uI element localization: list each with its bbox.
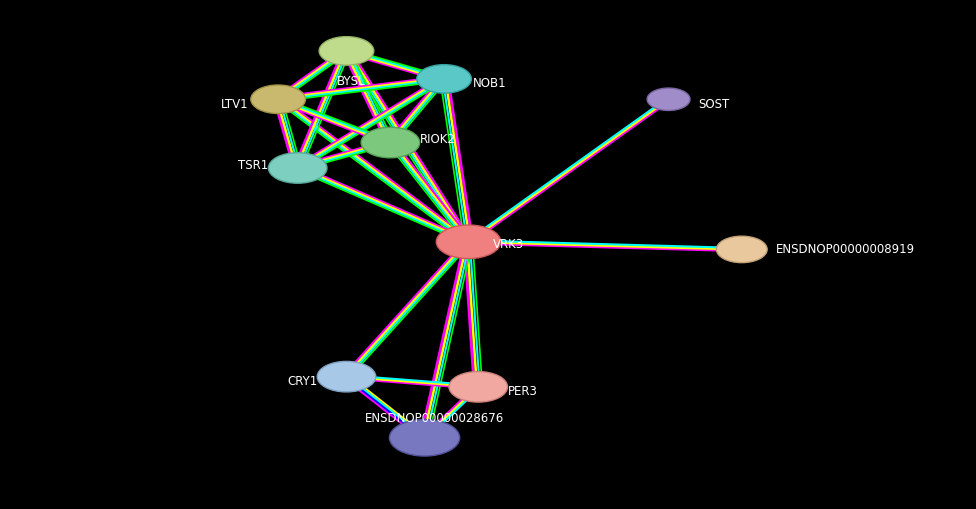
Circle shape	[251, 85, 305, 114]
Circle shape	[389, 419, 460, 456]
Text: CRY1: CRY1	[287, 375, 317, 388]
Text: BYSL: BYSL	[337, 75, 366, 89]
Text: SOST: SOST	[698, 98, 729, 111]
Text: VRK3: VRK3	[493, 238, 524, 251]
Circle shape	[449, 372, 508, 402]
Text: TSR1: TSR1	[238, 159, 268, 172]
Circle shape	[716, 236, 767, 263]
Text: NOB1: NOB1	[473, 77, 507, 91]
Circle shape	[647, 88, 690, 110]
Circle shape	[317, 361, 376, 392]
Circle shape	[417, 65, 471, 93]
Text: ENSDNOP00000008919: ENSDNOP00000008919	[776, 243, 915, 256]
Text: RIOK2: RIOK2	[420, 133, 456, 147]
Text: LTV1: LTV1	[222, 98, 249, 111]
Text: ENSDNOP00000028676: ENSDNOP00000028676	[365, 412, 504, 426]
Text: PER3: PER3	[508, 385, 538, 399]
Circle shape	[319, 37, 374, 65]
Circle shape	[361, 127, 420, 158]
Circle shape	[436, 225, 501, 259]
Circle shape	[268, 153, 327, 183]
